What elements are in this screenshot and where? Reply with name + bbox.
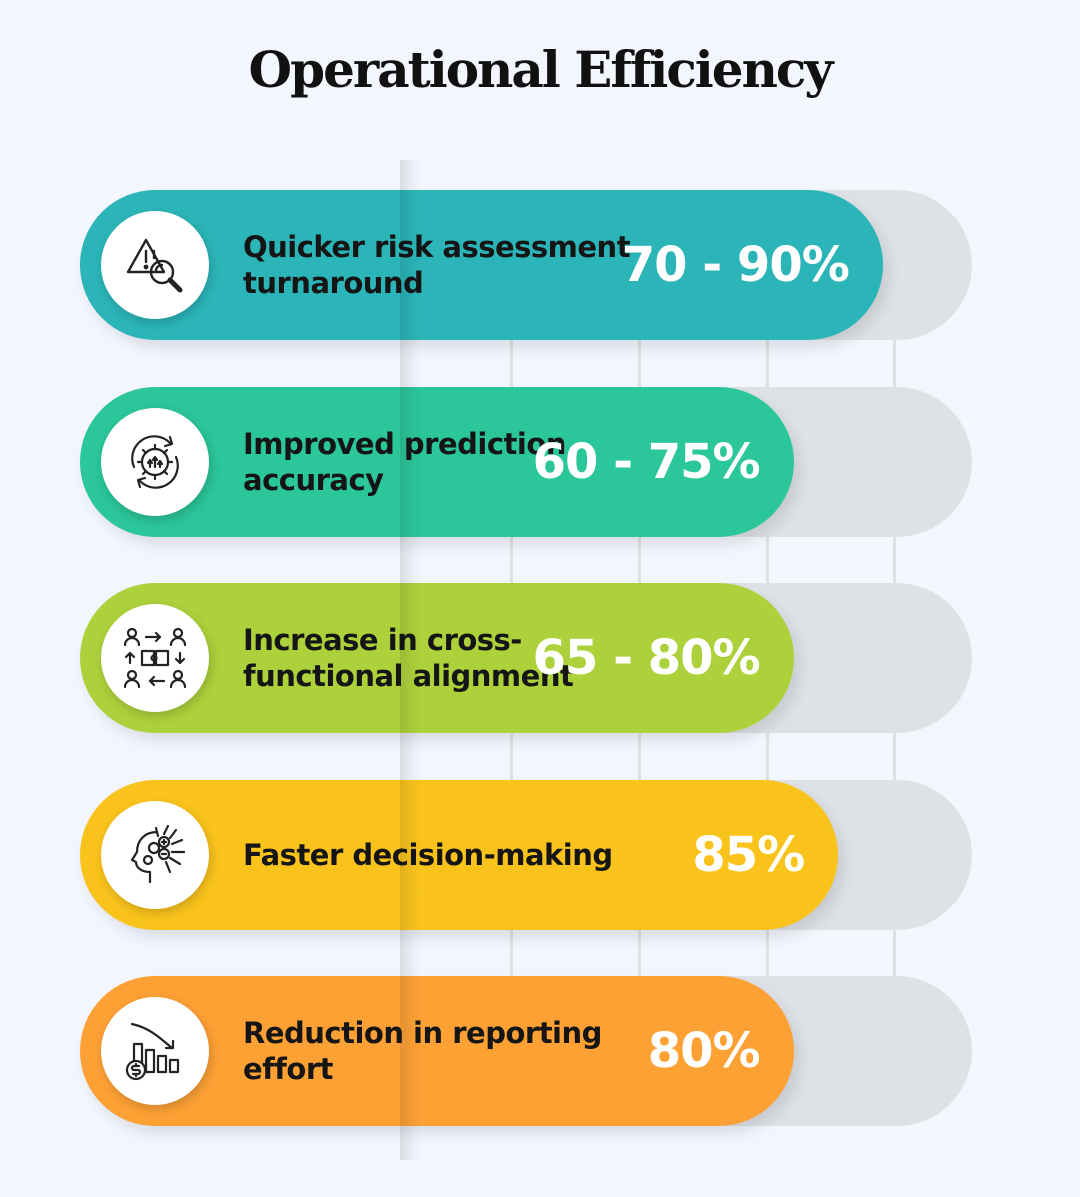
risk-search-icon — [101, 211, 209, 319]
chart-down-coin-icon — [101, 997, 209, 1105]
bar-label-line: accuracy — [243, 462, 384, 497]
bar-label-line: Quicker risk assessment — [243, 230, 631, 264]
bar-label: Reduction in reporting effort — [243, 1015, 602, 1087]
value-label: 85% — [692, 826, 805, 883]
value-label: 60 - 75% — [532, 433, 761, 490]
bar-label-line: turnaround — [243, 266, 424, 300]
bar-label-line: effort — [243, 1052, 333, 1086]
bar-label: Quicker risk assessment turnaround — [243, 229, 631, 301]
value-label: 70 - 90% — [621, 237, 850, 293]
team-puzzle-icon — [101, 604, 209, 712]
bar — [80, 190, 883, 340]
bar-label: Faster decision-making — [243, 837, 613, 873]
bar-label-line: Increase in cross- — [243, 623, 522, 657]
bar-label-line: functional alignment — [243, 659, 574, 693]
bar-label-line: Reduction in reporting — [243, 1016, 602, 1050]
value-label: 80% — [647, 1023, 761, 1079]
head-decision-icon — [101, 800, 209, 909]
value-label: 65 - 80% — [532, 630, 761, 686]
page-title: Operational Efficiency — [248, 40, 834, 99]
bar-label: Improved prediction accuracy — [243, 426, 566, 498]
bar-label-line: Improved prediction — [243, 426, 566, 461]
bar-label-line: Faster decision-making — [243, 837, 613, 872]
bar-label: Increase in cross-functional alignment — [243, 622, 574, 694]
gear-cycle-icon — [101, 407, 209, 516]
